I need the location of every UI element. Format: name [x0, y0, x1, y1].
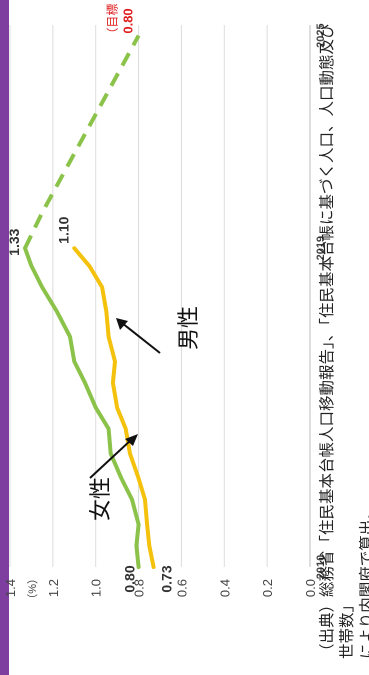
- data-label-male-start: 0.73: [159, 565, 175, 592]
- y-tick-label: 1.0: [89, 579, 104, 597]
- data-label-target-value: 0.80: [121, 8, 136, 33]
- data-label-male-2019: 1.10: [55, 216, 71, 243]
- source-note: （出典）総務省「住民基本台帳人口移動報告」、「住民基本台帳に基づく人口、人口動態…: [319, 23, 369, 659]
- y-tick-label: 0.6: [174, 579, 189, 597]
- annotation-female: 女性: [88, 477, 113, 521]
- series-line-female: [23, 246, 141, 569]
- series-line-male: [72, 246, 156, 569]
- annotation-male-arrow: [121, 322, 161, 354]
- data-label-female-2019: 1.33: [6, 228, 22, 255]
- x-tick-label: 2019: [315, 236, 327, 260]
- annotation-male: 男性: [176, 306, 201, 350]
- annotation-male-arrowhead: [116, 318, 128, 330]
- y-tick-label: 0.8: [132, 579, 147, 597]
- x-tick-label: 2010: [315, 555, 327, 579]
- annotation-female-arrowhead: [125, 434, 138, 446]
- accent-bar: [0, 0, 9, 675]
- y-tick-label: 0.2: [260, 579, 275, 597]
- annotation-female-arrow: [89, 438, 133, 479]
- y-tick-label: 0.4: [217, 579, 232, 597]
- data-label-female-start: 0.80: [122, 565, 138, 592]
- y-tick-label: 1.4: [3, 579, 18, 597]
- y-unit-label: （%）: [26, 573, 39, 605]
- series-line-female-target: [23, 34, 141, 250]
- x-tick-label: 2025: [315, 23, 327, 47]
- y-tick-label: 1.2: [46, 579, 61, 597]
- y-tick-label: 0.0: [303, 579, 318, 597]
- data-label-target-prefix: （目標: [106, 4, 120, 40]
